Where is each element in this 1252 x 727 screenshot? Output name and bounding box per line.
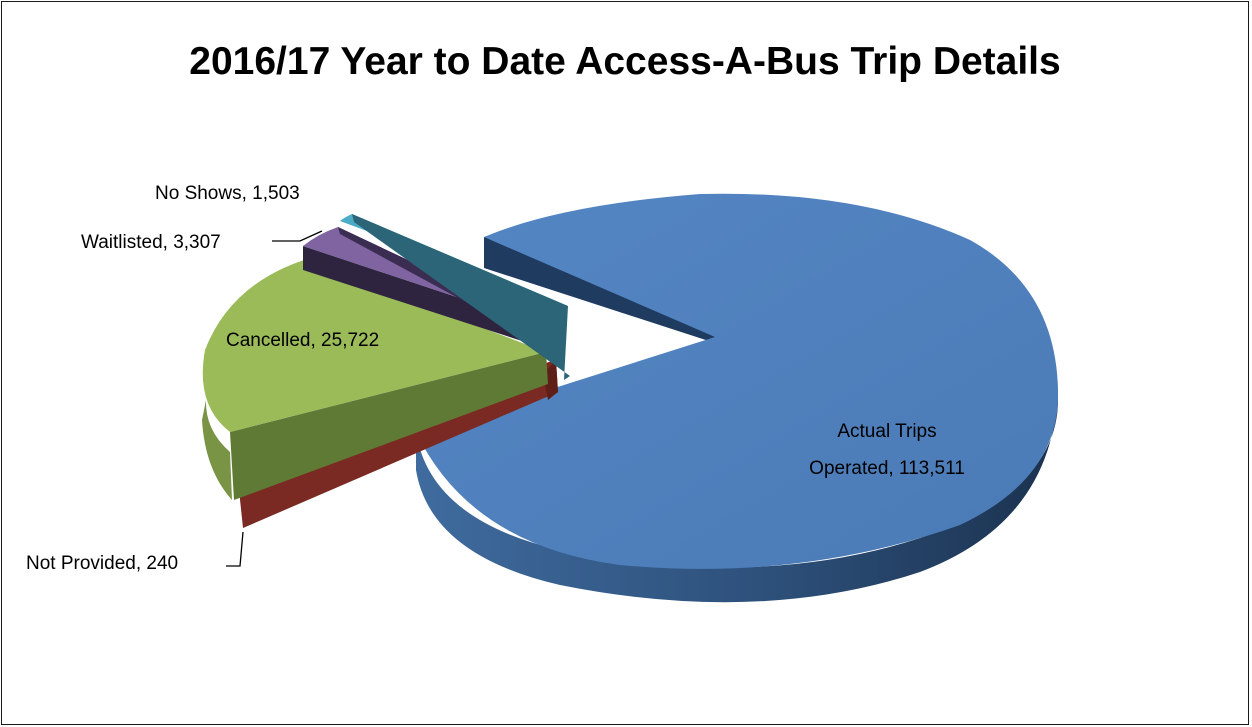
slice-actual-trips-operated-inner-side [484,237,715,343]
label-no-shows: No Shows, 1,503 [155,183,300,204]
slice-actual-trips-operated [416,193,1059,603]
slice-waitlisted-side [303,246,556,352]
slice-no-shows-side [352,214,570,380]
label-waitlisted: Waitlisted, 3,307 [81,232,221,253]
slice-cancelled-top [202,260,546,432]
label-actual-trips-operated-line1: Actual Trips [837,421,936,442]
label-not-provided: Not Provided, 240 [26,553,178,574]
slice-cancelled-front [230,352,548,500]
leader-line-not-provided [226,531,244,567]
label-actual-trips-operated-line2: Operated, 113,511 [809,458,965,479]
label-cancelled: Cancelled, 25,722 [226,330,379,351]
leader-line-waitlisted [272,230,323,242]
slice-actual-trips-operated-side [416,380,1058,603]
slice-actual-trips-operated-top [416,193,1059,569]
slice-no-shows [340,214,570,380]
chart-title: 2016/17 Year to Date Access-A-Bus Trip D… [189,40,1061,83]
slice-cancelled [202,260,548,500]
slice-cancelled-side [202,400,232,500]
